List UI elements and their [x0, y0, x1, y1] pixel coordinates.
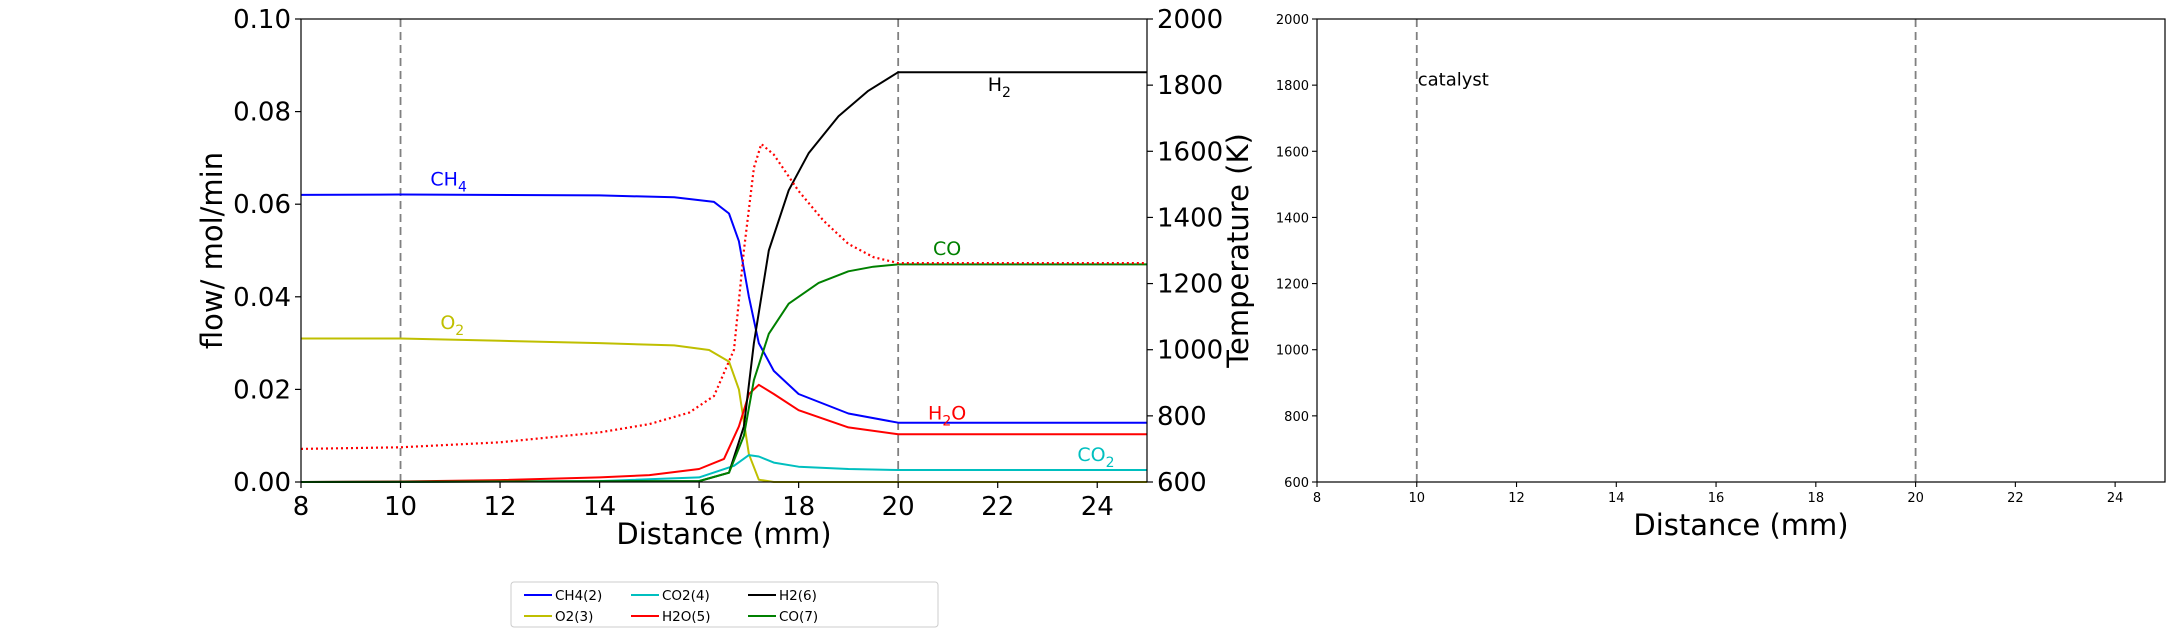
legend-label: CO2(4)	[662, 588, 710, 604]
temperature-line	[300, 142, 1147, 450]
legend: CH4(2) O2(3) CO2(4) H2O(5) H2(6) CO(7)	[510, 581, 939, 628]
x-tick-label: 16	[683, 492, 716, 522]
x-tick-label: 14	[1608, 491, 1625, 506]
y-tick-label: 2000	[1276, 13, 1309, 28]
x-tick-label: 24	[1081, 492, 1114, 522]
species-label: H2	[988, 74, 1011, 101]
series-line-CO(7)	[300, 263, 1147, 483]
temperature-series-group	[300, 142, 1147, 450]
y2-tick-label: 1200	[1157, 270, 1223, 300]
temperature-x-axis-label: Distance (mm)	[1633, 508, 1848, 542]
flow-x-axis-ticks: 8 10 12 14 16 18 20 22 24	[293, 482, 1114, 522]
flow-y-axis-ticks: 0.00 0.02 0.04 0.06 0.08 0.10	[233, 5, 301, 498]
x-tick-label: 8	[293, 492, 310, 522]
y-tick-label: 0.00	[233, 468, 291, 498]
legend-items: CH4(2) O2(3) CO2(4) H2O(5) H2(6) CO(7)	[524, 588, 818, 625]
species-label: H2O	[928, 402, 966, 429]
legend-box	[510, 581, 939, 628]
y2-tick-label: 2000	[1157, 5, 1223, 35]
y-tick-label: 1000	[1276, 344, 1309, 359]
y-tick-label: 1200	[1276, 278, 1309, 293]
x-tick-label: 8	[1313, 491, 1321, 506]
x-tick-label: 14	[583, 492, 616, 522]
y-tick-label: 0.08	[233, 98, 291, 128]
catalyst-annotation: catalyst	[1418, 70, 1489, 91]
series-line-CO2(4)	[300, 454, 1147, 483]
series-line-CH4(2)	[300, 193, 1147, 424]
series-line-O2(3)	[301, 337, 1147, 483]
y-tick-label: 800	[1284, 410, 1309, 425]
x-tick-label: 20	[882, 492, 915, 522]
y-tick-label: 1400	[1276, 211, 1309, 226]
x-tick-label: 20	[1907, 491, 1924, 506]
temperature-y-axis-ticks: 600 800 1000 1200 1400 1600 1800 2000	[1147, 5, 1223, 498]
y2-tick-label: 1400	[1157, 203, 1223, 233]
species-label: CH4	[430, 169, 467, 196]
y-tick-label: 0.04	[233, 283, 291, 313]
flow-chart: 8 10 12 14 16 18 20 22 24 0.000.020.040.060.080.…	[195, 5, 1255, 551]
y2-tick-label: 1000	[1157, 336, 1223, 366]
x-tick-label: 12	[484, 492, 517, 522]
x-tick-label: 24	[2107, 491, 2124, 506]
left-vertical-markers	[399, 19, 900, 482]
temperature-chart: 8 10 12 14 16 18 20 22 24 600 800 1000 1200 1400 1600…	[1276, 13, 2166, 542]
x-tick-label: 10	[1408, 491, 1425, 506]
y2-tick-label: 1800	[1157, 71, 1223, 101]
flow-x-axis-label: Distance (mm)	[616, 517, 831, 551]
y-tick-label: 0.10	[233, 5, 291, 35]
temperature-plot-frame	[1316, 18, 2166, 483]
series-line-H2(6)	[300, 71, 1147, 483]
temperature-x-axis-ticks: 8 10 12 14 16 18 20 22 24	[1313, 482, 2124, 506]
x-tick-label: 18	[1808, 491, 1825, 506]
legend-label: CO(7)	[779, 609, 818, 625]
x-tick-label: 16	[1708, 491, 1725, 506]
x-tick-label: 22	[2007, 491, 2024, 506]
species-label: CO2	[1077, 444, 1114, 471]
x-tick-label: 12	[1508, 491, 1525, 506]
y-tick-label: 600	[1284, 476, 1309, 491]
y2-tick-label: 800	[1157, 402, 1207, 432]
legend-label: H2O(5)	[662, 609, 711, 625]
y-tick-label: 1600	[1276, 145, 1309, 160]
legend-label: H2(6)	[779, 588, 817, 604]
temperature-y-axis-label: Temperature (K)	[1221, 133, 1255, 369]
flow-y-axis-label: flow/ mol/min	[195, 152, 229, 349]
temperature-y-axis-ticks-right-panel: 600 800 1000 1200 1400 1600 1800 2000	[1276, 13, 1317, 491]
legend-label: CH4(2)	[555, 588, 602, 604]
flow-plot-frame	[300, 18, 1148, 483]
x-tick-label: 10	[384, 492, 417, 522]
y-tick-label: 0.06	[233, 190, 291, 220]
legend-label: O2(3)	[555, 609, 593, 625]
x-tick-label: 22	[981, 492, 1014, 522]
species-annotations: CH4 O2 H2 CO H2O CO2	[430, 74, 1114, 471]
species-label: O2	[440, 312, 464, 339]
right-vertical-markers	[1415, 19, 1917, 482]
y2-tick-label: 1600	[1157, 137, 1223, 167]
species-label: CO	[933, 238, 961, 260]
y2-tick-label: 600	[1157, 468, 1207, 498]
y-tick-label: 1800	[1276, 79, 1309, 94]
y-tick-label: 0.02	[233, 375, 291, 405]
flow-series-group	[300, 71, 1147, 483]
series-line-H2O(5)	[300, 383, 1147, 483]
x-tick-label: 18	[782, 492, 815, 522]
